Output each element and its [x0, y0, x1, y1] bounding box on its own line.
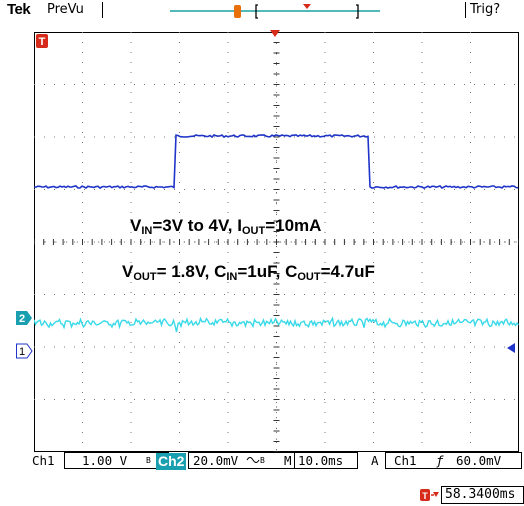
trigger-box[interactable] [385, 452, 522, 469]
trigger-level-icon: T [36, 34, 48, 48]
ch2-scale: 20.0mV [193, 453, 239, 468]
trigger-source: Ch1 [394, 453, 417, 468]
trigger-position-readout[interactable]: 58.3400ms [441, 486, 524, 504]
view-window-left [255, 4, 258, 19]
svg-text:T: T [422, 491, 428, 501]
ch1-waveform [34, 133, 519, 190]
svg-text:T: T [39, 36, 46, 48]
ch1-bandwidth: B [146, 456, 151, 465]
svg-text:1: 1 [19, 346, 25, 358]
status-divider [102, 2, 103, 18]
ch2-bandwidth: B [260, 456, 265, 465]
view-window-right [356, 4, 359, 19]
trigger-point-marker [234, 5, 241, 18]
trigger-position-icon: T [420, 489, 439, 501]
rising-edge-icon: ƒ [436, 453, 444, 468]
input-condition-caption: VIN=3V to 4V, IOUT=10mA [130, 216, 322, 237]
status-divider [465, 2, 466, 18]
trigger-prefix: A [371, 453, 379, 468]
center-ticks [34, 32, 519, 452]
ch1-label[interactable]: Ch1 [32, 453, 55, 468]
measurement-readout: Ch1 1.00 V B Ch2 20.0mV B M 10.0ms A Ch1… [28, 452, 522, 470]
trigger-status: Trig? [470, 2, 501, 17]
acquisition-mode: PreVu [47, 2, 84, 17]
ch1-scale: 1.00 V [82, 453, 128, 468]
svg-text:2: 2 [19, 313, 25, 325]
ch2-waveform [34, 316, 519, 333]
trigger-time-arrow [270, 30, 280, 37]
trigger-level: 60.0mV [456, 453, 502, 468]
output-condition-caption: VOUT= 1.8V, CIN=1uF, COUT=4.7uF [122, 262, 375, 283]
timebase-prefix: M [284, 453, 292, 468]
graticule [34, 32, 519, 452]
ac-coupling-icon [246, 457, 260, 463]
timebase-box[interactable] [294, 452, 358, 469]
trigger-position-arrow [303, 4, 311, 9]
status-bar: Tek PreVu Trig? [0, 0, 524, 22]
ch2-label[interactable]: Ch2 [156, 453, 187, 470]
ch2-ground-marker[interactable]: 2 [16, 310, 34, 326]
record-position-indicator[interactable] [170, 0, 385, 22]
brand-logo: Tek [7, 1, 31, 18]
ch1-ground-marker[interactable]: 1 [16, 343, 34, 359]
ch1-level-arrow [507, 343, 515, 353]
timebase: 10.0ms [298, 453, 344, 468]
